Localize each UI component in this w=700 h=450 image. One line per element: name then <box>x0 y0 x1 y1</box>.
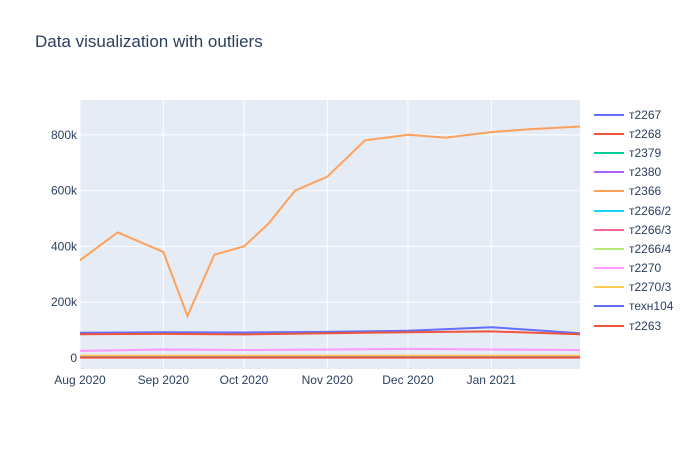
legend-item[interactable]: т2379 <box>594 143 673 162</box>
x-tick-label: Sep 2020 <box>138 373 190 387</box>
legend-label: т2263 <box>629 319 661 333</box>
legend-item[interactable]: т2267 <box>594 105 673 124</box>
legend-item[interactable]: т2263 <box>594 316 673 335</box>
legend-swatch <box>594 267 624 269</box>
y-tick-label: 800k <box>51 128 78 142</box>
x-tick-label: Jan 2021 <box>467 373 517 387</box>
legend-label: т2380 <box>629 165 661 179</box>
legend-item[interactable]: т2266/4 <box>594 239 673 258</box>
legend-swatch <box>594 133 624 135</box>
legend-label: т2270 <box>629 261 661 275</box>
legend: т2267 т2268 т2379 т2380 т2366 т2266/2 т2266/3 т… <box>594 105 673 335</box>
legend-swatch <box>594 114 624 116</box>
legend-item[interactable]: т2268 <box>594 124 673 143</box>
legend-swatch <box>594 210 624 212</box>
legend-swatch <box>594 229 624 231</box>
legend-swatch <box>594 248 624 250</box>
legend-swatch <box>594 325 624 327</box>
y-tick-label: 600k <box>51 184 78 198</box>
legend-swatch <box>594 305 624 307</box>
legend-label: т2268 <box>629 127 661 141</box>
legend-label: т2270/3 <box>629 280 671 294</box>
legend-item[interactable]: т2366 <box>594 182 673 201</box>
x-axis-ticks: Aug 2020 Sep 2020 Oct 2020 Nov 2020 Dec 2020… <box>54 373 516 387</box>
legend-swatch <box>594 286 624 288</box>
x-tick-label: Aug 2020 <box>54 373 106 387</box>
x-tick-label: Nov 2020 <box>302 373 354 387</box>
legend-label: т2266/2 <box>629 204 671 218</box>
y-tick-label: 0 <box>70 351 77 365</box>
legend-item[interactable]: т2270/3 <box>594 278 673 297</box>
legend-label: т2267 <box>629 108 661 122</box>
legend-item[interactable]: т2270 <box>594 259 673 278</box>
legend-label: т2379 <box>629 146 661 160</box>
y-tick-label: 200k <box>51 295 78 309</box>
legend-swatch <box>594 190 624 192</box>
legend-label: т2266/4 <box>629 242 671 256</box>
legend-swatch <box>594 171 624 173</box>
legend-swatch <box>594 152 624 154</box>
legend-item[interactable]: т2266/3 <box>594 220 673 239</box>
x-tick-label: Oct 2020 <box>220 373 269 387</box>
y-axis-ticks: 0 200k 400k 600k 800k <box>51 128 78 365</box>
legend-label: техн104 <box>629 299 673 313</box>
legend-item[interactable]: техн104 <box>594 297 673 316</box>
legend-item[interactable]: т2266/2 <box>594 201 673 220</box>
legend-item[interactable]: т2380 <box>594 163 673 182</box>
y-tick-label: 400k <box>51 239 78 253</box>
x-tick-label: Dec 2020 <box>382 373 434 387</box>
legend-label: т2366 <box>629 184 661 198</box>
legend-label: т2266/3 <box>629 223 671 237</box>
